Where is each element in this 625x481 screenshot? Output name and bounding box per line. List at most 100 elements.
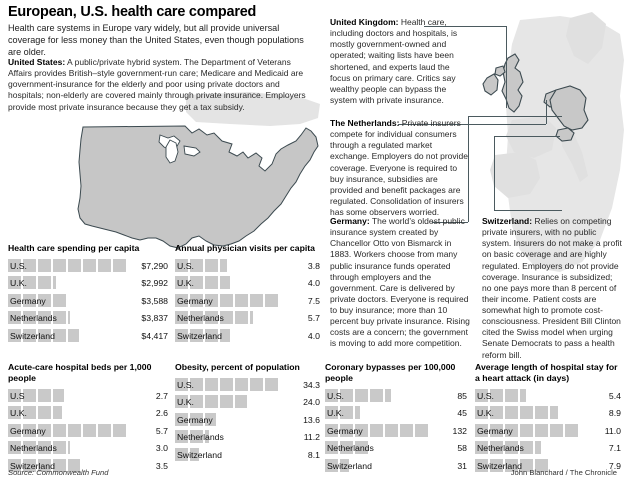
chart-bar-segment [220, 258, 228, 272]
chart-bar-segment [38, 276, 51, 290]
chart-bar-segment [23, 423, 36, 437]
chart-bar-segment [475, 441, 488, 455]
chart-row-value: 45 [457, 408, 467, 418]
connector-switzerland-horizontal-2 [494, 136, 560, 137]
chart-bar-segment [175, 293, 188, 307]
chart-row-value: 5.4 [608, 390, 621, 401]
chart-bar-segment [53, 276, 57, 290]
chart-bar [325, 388, 392, 402]
chart-bar-segment [400, 423, 413, 437]
chart-bar [8, 311, 71, 325]
chart-row-value: 2.6 [155, 408, 168, 418]
chart-bar [175, 311, 254, 325]
chart-bar-segment [113, 258, 126, 272]
connector-netherlands-vertical [546, 100, 547, 124]
chart-rows: U.S. $7,290 U.K. $2,992 Germany $3,588 Netherl… [8, 257, 168, 345]
chart-row-label: U.S. [10, 260, 27, 271]
chart-bar-segment [475, 388, 488, 402]
chart-bar-segment [265, 377, 278, 391]
chart-bar-segment [355, 388, 368, 402]
chart-row-label: U.K. [477, 408, 494, 418]
text-block-united-kingdom: United Kingdom: Health care, including d… [330, 17, 470, 106]
chart-row-value: 8.9 [608, 408, 621, 418]
chart-bar [8, 423, 126, 437]
chart-row: Germany $3,588 [8, 292, 168, 310]
chart-rows: U.S. 5.4 U.K. 8.9 Germany 11.0 Netherlands 7.1 S… [475, 387, 621, 475]
chart-row-value: 8.1 [307, 449, 320, 460]
chart-bar-segment [340, 441, 353, 455]
text-block-netherlands: The Netherlands: Private insurers compet… [330, 118, 470, 218]
chart-row-value: 24.0 [303, 397, 320, 408]
chart-bar-segment [8, 423, 21, 437]
chart-bar-segment [23, 328, 36, 342]
map-country-germany [549, 85, 589, 131]
chart-row: Germany 7.5 [175, 292, 320, 310]
chart-bar-segment [355, 441, 368, 455]
chart-row: Netherlands $3,837 [8, 309, 168, 327]
chart-bar-segment [250, 293, 263, 307]
chart-row: Netherlands 7.1 [475, 439, 621, 457]
chart-bar-segment [175, 311, 188, 325]
chart-bar-segment [8, 441, 21, 455]
chart-bar-segment [68, 423, 81, 437]
chart-row: Netherlands 11.2 [175, 428, 320, 446]
chart-bar [175, 293, 278, 307]
text-block-germany-label: Germany: [330, 216, 370, 226]
chart-row-value: 7.9 [608, 460, 621, 471]
chart-hospital-stay: Average length of hospital stay for a he… [475, 362, 621, 474]
chart-row: U.S 2.7 [8, 387, 168, 405]
chart-row: U.K. 45 [325, 404, 467, 422]
chart-bar-segment [235, 293, 248, 307]
chart-row-label: U.S [10, 390, 25, 401]
chart-bar [325, 441, 371, 455]
chart-bar-segment [340, 388, 353, 402]
chart-row: U.K. 2.6 [8, 404, 168, 422]
chart-bar-segment [98, 258, 111, 272]
chart-bar [475, 406, 559, 420]
chart-row: U.K. 4.0 [175, 274, 320, 292]
us-map-great-lakes [158, 134, 181, 151]
chart-bar-segment [190, 412, 203, 426]
chart-bar-segment [490, 441, 503, 455]
chart-bar-segment [220, 311, 233, 325]
chart-bar [175, 377, 278, 391]
chart-title: Obesity, percent of population [175, 362, 300, 372]
connector-uk-horizontal [424, 26, 506, 27]
chart-bar-segment [175, 377, 188, 391]
chart-bar-segment [53, 441, 66, 455]
europe-map-iberia [490, 152, 540, 198]
chart-bar-segment [565, 423, 578, 437]
chart-bar-segment [8, 388, 21, 402]
chart-bar [8, 328, 80, 342]
chart-bar-segment [325, 406, 338, 420]
chart-row: Germany 13.6 [175, 411, 320, 429]
connector-germany-horizontal [432, 222, 468, 223]
text-block-united-kingdom-label: United Kingdom: [330, 17, 399, 27]
chart-bar [8, 458, 81, 472]
chart-bar-segment [220, 395, 233, 409]
chart-row-value: 11.2 [303, 432, 320, 443]
chart-bar-segment [205, 311, 218, 325]
chart-bar-segment [98, 423, 111, 437]
chart-row-label: Switzerland [177, 330, 222, 341]
chart-bar-segment [520, 406, 533, 420]
connector-germany-vertical [468, 116, 469, 222]
chart-bar-segment [385, 423, 398, 437]
chart-physician-visits: Annual physician visits per capita U.S. 3.… [175, 243, 320, 344]
chart-bar-segment [190, 430, 203, 444]
chart-bar-segment [205, 395, 218, 409]
chart-row-value: 7.1 [608, 443, 621, 453]
chart-title: Average length of hospital stay for a he… [475, 362, 618, 383]
chart-row-value: 5.7 [307, 313, 320, 324]
chart-row-value: 5.7 [155, 425, 168, 436]
chart-row-label: Germany [10, 425, 46, 436]
chart-row: U.K. 8.9 [475, 404, 621, 422]
chart-bar-segment [23, 406, 36, 420]
chart-bar-segment [68, 441, 71, 455]
chart-bar-segment [23, 276, 36, 290]
chart-bar-segment [175, 430, 188, 444]
text-block-germany-body: The world’s oldest public insurance syst… [330, 216, 470, 349]
chart-bar-segment [370, 423, 383, 437]
connector-germany-horizontal-2 [468, 116, 562, 117]
chart-bar-segment [490, 423, 503, 437]
